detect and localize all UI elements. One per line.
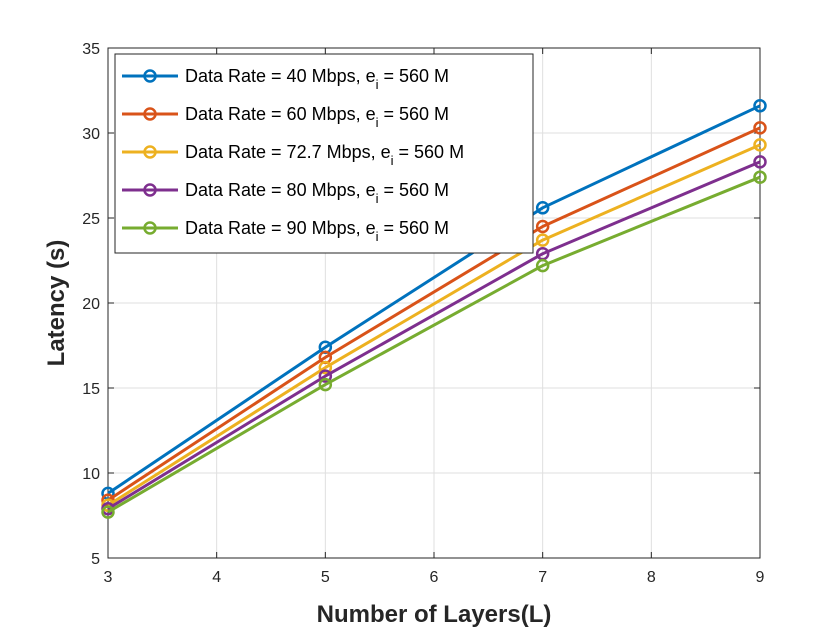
- legend-label-suffix: = 560 M: [379, 66, 450, 86]
- legend-label-subscript: i: [376, 77, 379, 92]
- legend-entry: Data Rate = 80 Mbps, ei = 560 M: [122, 180, 449, 206]
- data-point-marker: [753, 138, 767, 152]
- legend-label-main: Data Rate = 72.7 Mbps, e: [185, 142, 391, 162]
- data-point-marker: [753, 99, 767, 113]
- legend-marker-swatch: [143, 69, 157, 83]
- x-tick-label: 8: [647, 569, 656, 586]
- data-point-marker: [318, 377, 333, 392]
- legend-label: Data Rate = 60 Mbps, ei = 560 M: [185, 104, 449, 130]
- y-tick-label: 35: [82, 41, 100, 58]
- data-point-marker: [535, 219, 550, 234]
- legend-label: Data Rate = 72.7 Mbps, ei = 560 M: [185, 142, 464, 168]
- data-point-marker: [753, 170, 767, 184]
- series-line: [107, 104, 761, 495]
- series-5: [101, 170, 767, 519]
- legend-entry: Data Rate = 90 Mbps, ei = 560 M: [122, 218, 449, 244]
- x-tick-label: 9: [756, 569, 765, 586]
- y-tick-label: 10: [82, 466, 100, 483]
- data-point-marker: [753, 155, 767, 169]
- data-point-marker: [535, 233, 550, 247]
- y-tick-label: 20: [82, 296, 100, 313]
- y-tick-label: 30: [82, 126, 100, 143]
- series-line: [107, 143, 761, 507]
- legend-label: Data Rate = 80 Mbps, ei = 560 M: [185, 180, 449, 206]
- legend-label-main: Data Rate = 80 Mbps, e: [185, 180, 376, 200]
- legend-entry: Data Rate = 40 Mbps, ei = 560 M: [122, 66, 449, 92]
- data-point-marker: [318, 360, 333, 375]
- legend-marker-swatch: [143, 145, 157, 159]
- legend-marker-swatch: [143, 221, 157, 235]
- legend-label-subscript: i: [391, 153, 394, 168]
- axis-ticks: 3 4 5 6 7 8 9 5 10 15 20 25 30 35: [82, 41, 764, 586]
- series-line: [107, 126, 761, 502]
- x-tick-label: 3: [104, 569, 113, 586]
- legend-label-suffix: = 560 M: [379, 180, 450, 200]
- y-tick-label: 15: [82, 381, 100, 398]
- legend-label-subscript: i: [376, 191, 379, 206]
- legend-label-subscript: i: [376, 229, 379, 244]
- y-tick-label: 25: [82, 211, 100, 228]
- y-tick-label: 5: [91, 551, 100, 568]
- data-point-marker: [753, 121, 767, 135]
- legend-label-main: Data Rate = 40 Mbps, e: [185, 66, 376, 86]
- x-tick-label: 6: [430, 569, 439, 586]
- legend-label-main: Data Rate = 90 Mbps, e: [185, 218, 376, 238]
- x-axis-label: Number of Layers(L): [317, 601, 552, 628]
- series-lines: [101, 99, 767, 519]
- x-tick-label: 5: [321, 569, 330, 586]
- legend-entry: Data Rate = 72.7 Mbps, ei = 560 M: [122, 142, 464, 168]
- data-point-marker: [318, 369, 333, 383]
- legend-label-suffix: = 560 M: [379, 104, 450, 124]
- legend-label-suffix: = 560 M: [379, 218, 450, 238]
- series-4: [101, 155, 767, 516]
- legend-entry: Data Rate = 60 Mbps, ei = 560 M: [122, 104, 449, 130]
- legend-label-suffix: = 560 M: [394, 142, 465, 162]
- series-line: [107, 175, 761, 514]
- series-line: [107, 160, 761, 510]
- legend-label: Data Rate = 40 Mbps, ei = 560 M: [185, 66, 449, 92]
- x-tick-label: 7: [538, 569, 547, 586]
- legend-label-main: Data Rate = 60 Mbps, e: [185, 104, 376, 124]
- legend-marker-swatch: [143, 107, 157, 121]
- legend-box: [114, 53, 534, 254]
- legend-label-subscript: i: [376, 115, 379, 130]
- x-tick-label: 4: [212, 569, 221, 586]
- legend-label: Data Rate = 90 Mbps, ei = 560 M: [185, 218, 449, 244]
- data-point-marker: [535, 201, 550, 215]
- data-point-marker: [535, 258, 550, 273]
- legend-marker-swatch: [143, 183, 157, 197]
- data-point-marker: [101, 505, 115, 519]
- y-axis-label: Latency (s): [43, 240, 70, 367]
